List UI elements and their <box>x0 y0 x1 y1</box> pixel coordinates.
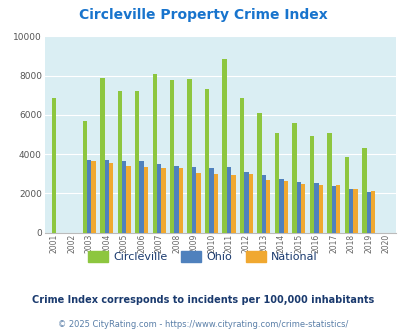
Bar <box>205 89 209 233</box>
Bar <box>161 168 165 233</box>
Bar <box>331 185 335 233</box>
Bar <box>174 166 178 233</box>
Bar <box>187 80 192 233</box>
Bar <box>122 161 126 233</box>
Bar <box>370 191 374 233</box>
Bar <box>301 183 305 233</box>
Bar <box>91 161 96 233</box>
Bar <box>104 160 109 233</box>
Bar <box>313 182 318 233</box>
Text: Crime Index corresponds to incidents per 100,000 inhabitants: Crime Index corresponds to incidents per… <box>32 295 373 305</box>
Bar <box>100 78 104 233</box>
Bar <box>192 167 196 233</box>
Bar <box>178 168 183 233</box>
Bar <box>244 172 248 233</box>
Bar <box>52 98 56 233</box>
Bar <box>135 91 139 233</box>
Bar <box>283 181 287 233</box>
Bar <box>318 184 322 233</box>
Bar <box>348 189 353 233</box>
Text: © 2025 CityRating.com - https://www.cityrating.com/crime-statistics/: © 2025 CityRating.com - https://www.city… <box>58 320 347 329</box>
Bar <box>117 91 121 233</box>
Bar <box>309 136 313 233</box>
Bar <box>335 185 339 233</box>
Bar <box>226 167 230 233</box>
Bar <box>326 133 331 233</box>
Bar <box>361 148 366 233</box>
Bar <box>257 113 261 233</box>
Bar <box>196 173 200 233</box>
Bar <box>344 157 348 233</box>
Bar <box>209 168 213 233</box>
Bar <box>152 74 156 233</box>
Bar <box>230 175 235 233</box>
Bar <box>222 59 226 233</box>
Bar <box>170 81 174 233</box>
Bar <box>143 167 148 233</box>
Bar <box>87 160 91 233</box>
Bar <box>279 179 283 233</box>
Bar <box>265 180 270 233</box>
Bar <box>156 164 161 233</box>
Bar <box>274 134 279 233</box>
Bar <box>126 166 130 233</box>
Bar <box>239 98 244 233</box>
Bar <box>353 189 357 233</box>
Bar <box>109 163 113 233</box>
Bar <box>292 123 296 233</box>
Bar <box>83 121 87 233</box>
Text: Circleville Property Crime Index: Circleville Property Crime Index <box>79 8 326 22</box>
Bar <box>296 182 301 233</box>
Legend: Circleville, Ohio, National: Circleville, Ohio, National <box>83 247 322 267</box>
Bar <box>139 161 143 233</box>
Bar <box>213 174 217 233</box>
Bar <box>261 175 265 233</box>
Bar <box>248 174 252 233</box>
Bar <box>366 192 370 233</box>
